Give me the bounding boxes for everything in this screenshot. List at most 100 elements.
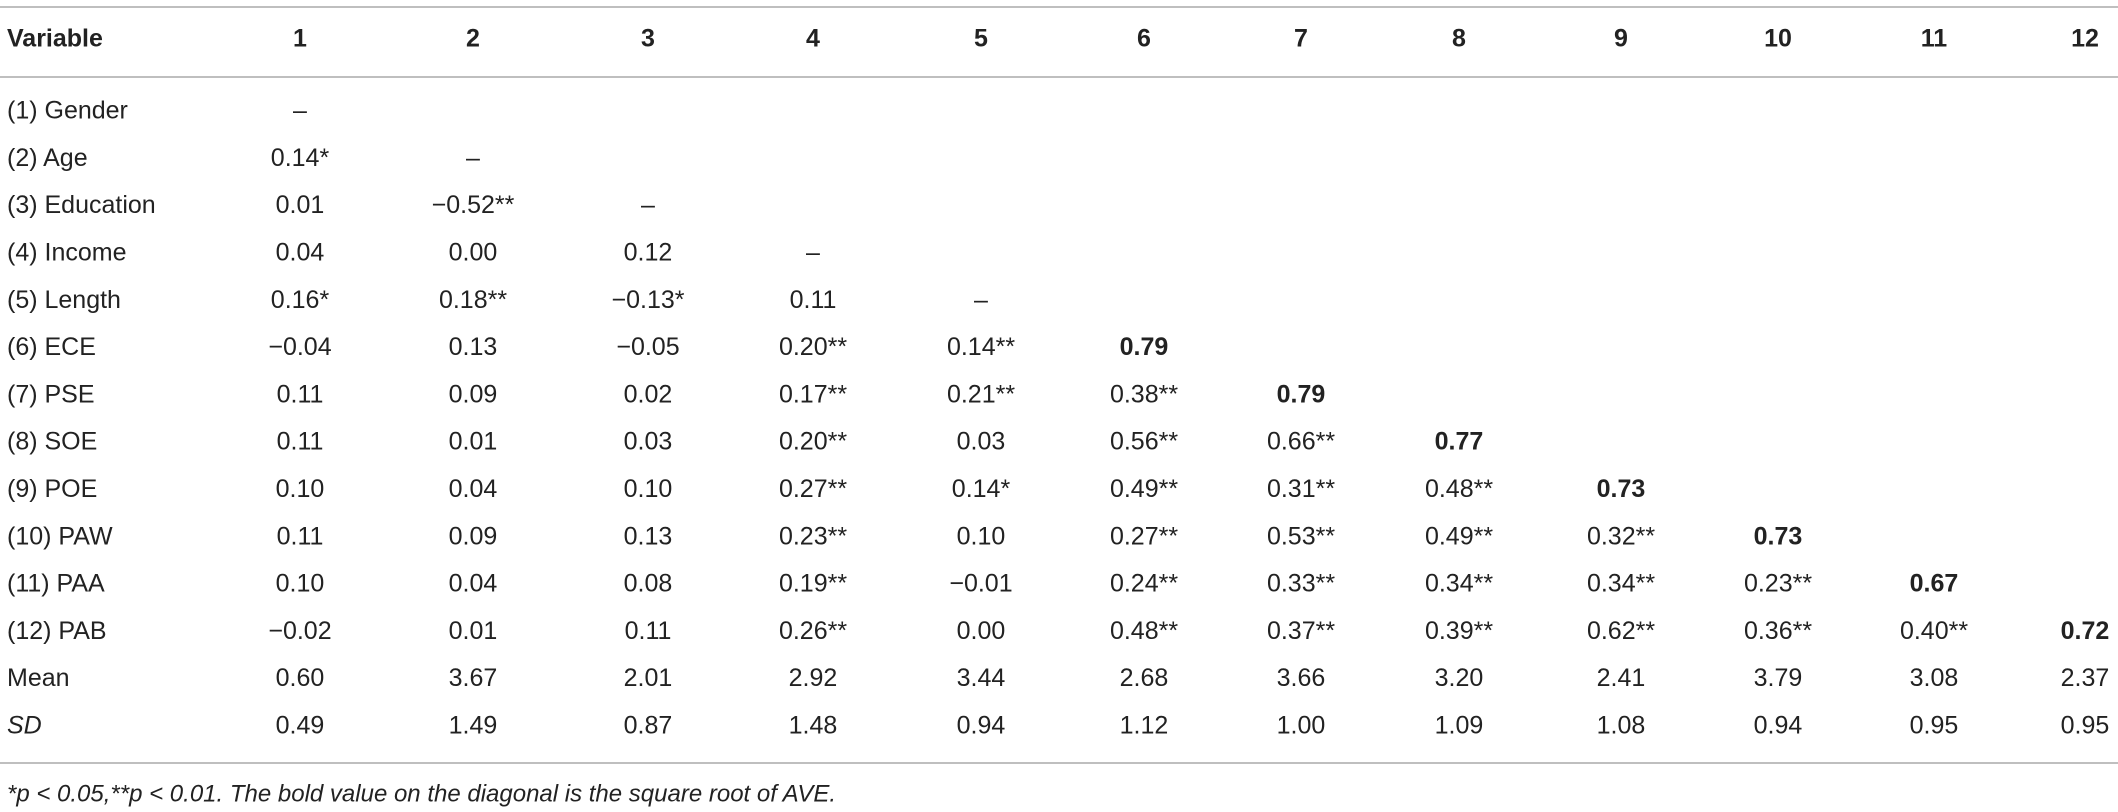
cell: 0.73 bbox=[1754, 522, 1803, 550]
cell: 1.48 bbox=[789, 712, 838, 740]
header-cell: 11 bbox=[1921, 25, 1948, 53]
cell: 0.87 bbox=[624, 712, 673, 740]
cell: 0.34** bbox=[1425, 570, 1493, 598]
header-cell: 10 bbox=[1764, 25, 1792, 53]
cell: 0.00 bbox=[449, 239, 498, 267]
cell: 0.27** bbox=[1110, 522, 1178, 550]
cell: 0.14* bbox=[952, 475, 1011, 503]
cell: 2.92 bbox=[789, 664, 838, 692]
cell: 0.01 bbox=[276, 191, 325, 219]
cell: 2.68 bbox=[1120, 664, 1169, 692]
cell: 0.20** bbox=[779, 428, 847, 456]
cell: 0.10 bbox=[276, 570, 325, 598]
row-label: (7) PSE bbox=[7, 380, 95, 408]
row-label: (2) Age bbox=[7, 144, 88, 172]
cell: 0.79 bbox=[1277, 380, 1326, 408]
cell: 0.49** bbox=[1110, 475, 1178, 503]
cell: 0.62** bbox=[1587, 617, 1655, 645]
cell: 0.12 bbox=[624, 239, 673, 267]
header-cell: 4 bbox=[806, 25, 820, 53]
cell: 0.09 bbox=[449, 522, 498, 550]
cell: 0.18** bbox=[439, 286, 507, 314]
cell: 0.01 bbox=[449, 428, 498, 456]
cell: 0.94 bbox=[1754, 712, 1803, 740]
row-label: (10) PAW bbox=[7, 522, 113, 550]
row-label: (9) POE bbox=[7, 475, 97, 503]
cell: −0.02 bbox=[268, 617, 331, 645]
cell: 0.11 bbox=[277, 522, 324, 550]
cell: 0.09 bbox=[449, 380, 498, 408]
row-label: (8) SOE bbox=[7, 428, 97, 456]
row-label: Mean bbox=[7, 664, 70, 692]
header-cell: 2 bbox=[466, 25, 480, 53]
cell: 1.00 bbox=[1277, 712, 1326, 740]
cell: 0.10 bbox=[957, 522, 1006, 550]
cell: 0.94 bbox=[957, 712, 1006, 740]
cell: 0.14** bbox=[947, 333, 1015, 361]
header-cell: 7 bbox=[1294, 25, 1308, 53]
header-cell: 3 bbox=[641, 25, 655, 53]
cell: 3.44 bbox=[957, 664, 1006, 692]
cell: 0.49** bbox=[1425, 522, 1493, 550]
cell: 2.37 bbox=[2061, 664, 2110, 692]
cell: 0.56** bbox=[1110, 428, 1178, 456]
cell: 0.37** bbox=[1267, 617, 1335, 645]
cell: – bbox=[293, 97, 307, 125]
row-label: (6) ECE bbox=[7, 333, 96, 361]
header-cell: 8 bbox=[1452, 25, 1466, 53]
cell: – bbox=[806, 239, 820, 267]
cell: 0.38** bbox=[1110, 380, 1178, 408]
cell: – bbox=[641, 191, 655, 219]
cell: 0.95 bbox=[2061, 712, 2110, 740]
row-label: SD bbox=[7, 712, 42, 740]
cell: −0.01 bbox=[949, 570, 1012, 598]
row-label: (1) Gender bbox=[7, 97, 128, 125]
cell: 0.03 bbox=[957, 428, 1006, 456]
cell: −0.04 bbox=[268, 333, 331, 361]
cell: 0.04 bbox=[449, 475, 498, 503]
cell: −0.05 bbox=[616, 333, 679, 361]
cell: −0.52** bbox=[432, 191, 515, 219]
row-label: (4) Income bbox=[7, 239, 126, 267]
cell: 0.40** bbox=[1900, 617, 1968, 645]
cell: 1.09 bbox=[1435, 712, 1484, 740]
cell: 0.48** bbox=[1425, 475, 1493, 503]
cell: 1.08 bbox=[1597, 712, 1646, 740]
cell: 0.32** bbox=[1587, 522, 1655, 550]
cell: 2.41 bbox=[1597, 664, 1646, 692]
header-cell: 5 bbox=[974, 25, 988, 53]
cell: 0.01 bbox=[449, 617, 498, 645]
cell: – bbox=[466, 144, 480, 172]
cell: 0.67 bbox=[1910, 570, 1959, 598]
cell: 0.36** bbox=[1744, 617, 1812, 645]
header-cell: Variable bbox=[7, 25, 103, 53]
cell: 0.19** bbox=[779, 570, 847, 598]
cell: 0.16* bbox=[271, 286, 330, 314]
cell: 0.33** bbox=[1267, 570, 1335, 598]
row-label: (12) PAB bbox=[7, 617, 107, 645]
cell: 0.11 bbox=[790, 286, 837, 314]
cell: 0.95 bbox=[1910, 712, 1959, 740]
cell: 0.60 bbox=[276, 664, 325, 692]
cell: 0.03 bbox=[624, 428, 673, 456]
cell: 0.53** bbox=[1267, 522, 1335, 550]
cell: 0.73 bbox=[1597, 475, 1646, 503]
cell: −0.13* bbox=[612, 286, 685, 314]
cell: 0.13 bbox=[449, 333, 498, 361]
cell: 1.12 bbox=[1120, 712, 1169, 740]
cell: 0.79 bbox=[1120, 333, 1169, 361]
cell: 0.72 bbox=[2061, 617, 2110, 645]
cell: 0.26** bbox=[779, 617, 847, 645]
cell: 3.79 bbox=[1754, 664, 1803, 692]
cell: 0.17** bbox=[779, 380, 847, 408]
cell: 0.20** bbox=[779, 333, 847, 361]
cell: 0.23** bbox=[779, 522, 847, 550]
cell: 2.01 bbox=[624, 664, 673, 692]
cell: 3.08 bbox=[1910, 664, 1959, 692]
cell: 0.13 bbox=[624, 522, 673, 550]
header-cell: 6 bbox=[1137, 25, 1151, 53]
header-cell: 1 bbox=[293, 25, 307, 53]
cell: 0.11 bbox=[277, 428, 324, 456]
cell: 0.77 bbox=[1435, 428, 1484, 456]
cell: 0.23** bbox=[1744, 570, 1812, 598]
